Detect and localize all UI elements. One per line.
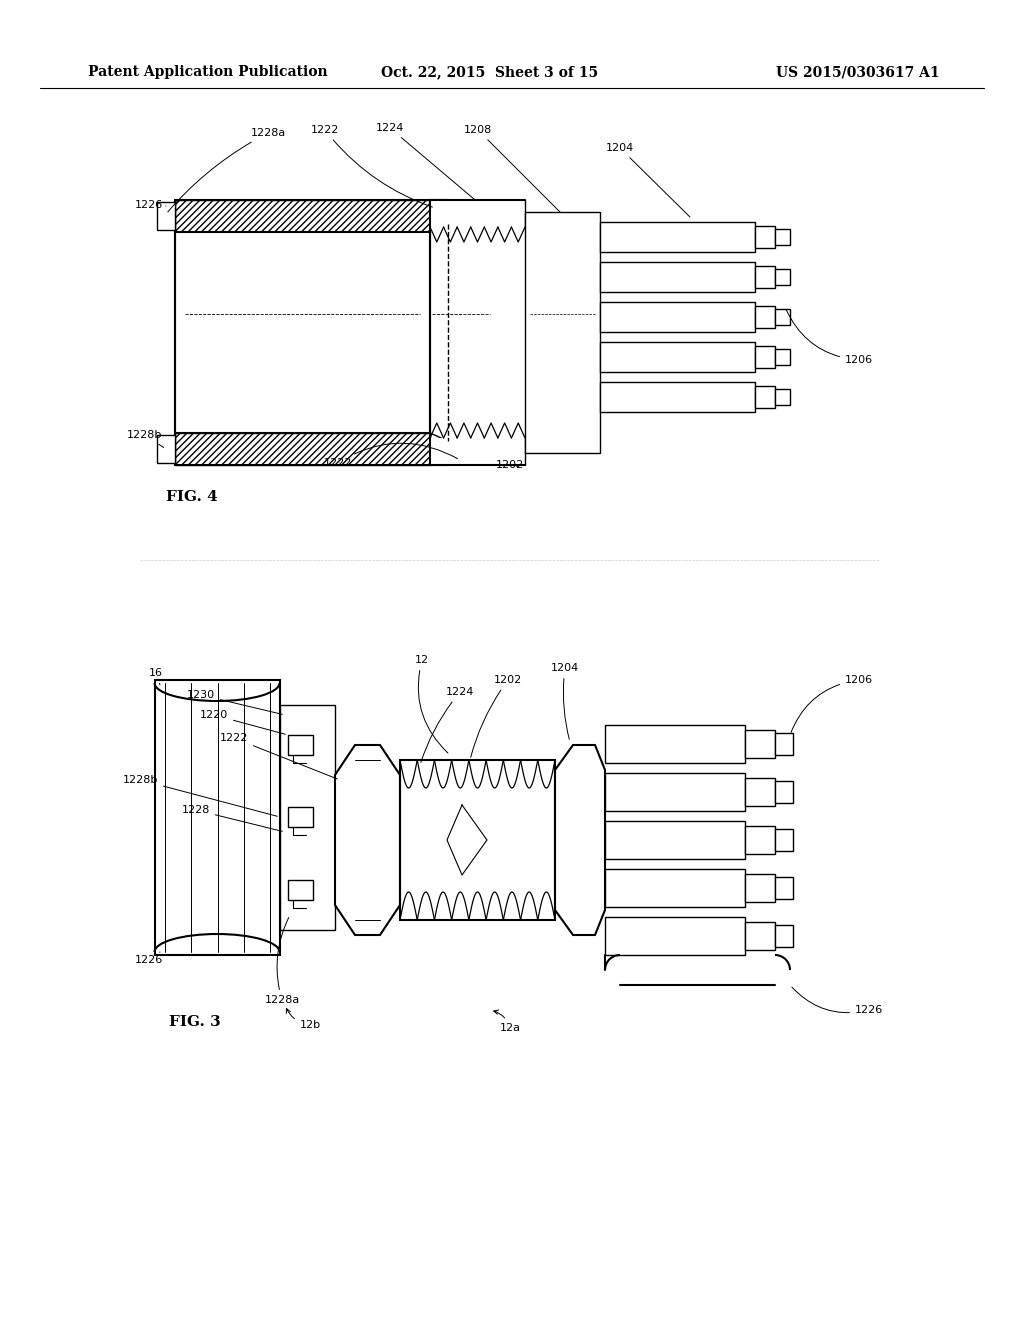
Text: 1228b: 1228b	[123, 775, 278, 816]
Bar	[775, 389, 790, 405]
Text: FIG. 3: FIG. 3	[169, 1015, 221, 1030]
Bar	[157, 202, 175, 230]
Bar	[755, 385, 775, 408]
Text: Patent Application Publication: Patent Application Publication	[88, 65, 328, 79]
Text: US 2015/0303617 A1: US 2015/0303617 A1	[776, 65, 940, 79]
Text: 1202: 1202	[496, 459, 524, 470]
Bar	[430, 201, 525, 227]
Bar	[605, 821, 745, 859]
Text: 1226: 1226	[135, 952, 163, 965]
Text: 1222: 1222	[311, 125, 432, 207]
Text: 12: 12	[415, 655, 447, 754]
Bar	[755, 306, 775, 327]
Bar	[755, 346, 775, 368]
Text: 1224: 1224	[421, 686, 474, 763]
Bar	[175, 201, 430, 232]
Bar	[605, 725, 745, 763]
Bar	[775, 925, 793, 946]
Text: 1222: 1222	[324, 444, 458, 469]
Bar	[175, 433, 430, 465]
Text: 1228a: 1228a	[264, 917, 300, 1005]
Bar	[600, 222, 755, 252]
Text: Oct. 22, 2015  Sheet 3 of 15: Oct. 22, 2015 Sheet 3 of 15	[381, 65, 599, 79]
Text: 1230: 1230	[186, 690, 283, 714]
Bar	[288, 735, 313, 755]
Text: 1204: 1204	[551, 663, 580, 739]
Text: 1208: 1208	[464, 125, 560, 213]
Text: FIG. 4: FIG. 4	[166, 490, 218, 504]
Bar	[775, 348, 790, 366]
Bar	[605, 917, 745, 954]
Bar	[525, 213, 600, 453]
Bar	[605, 774, 745, 810]
Text: 1226: 1226	[792, 987, 884, 1015]
Bar	[175, 201, 430, 465]
Bar	[745, 921, 775, 950]
Text: 1220: 1220	[200, 710, 286, 734]
Bar	[745, 826, 775, 854]
Polygon shape	[335, 744, 400, 935]
Polygon shape	[555, 744, 605, 935]
Bar	[157, 436, 175, 463]
Text: 1226: 1226	[135, 201, 166, 210]
Text: 1206: 1206	[786, 309, 873, 366]
Bar	[755, 267, 775, 288]
Bar	[745, 874, 775, 902]
Bar	[280, 705, 335, 931]
Text: 1228a: 1228a	[168, 128, 286, 213]
Bar	[775, 781, 793, 803]
Text: 1224: 1224	[376, 123, 475, 201]
Text: 16: 16	[150, 668, 163, 685]
Bar	[775, 309, 790, 325]
Bar	[175, 232, 430, 433]
Text: 12a: 12a	[494, 1010, 520, 1034]
Bar	[288, 880, 313, 900]
Bar	[775, 269, 790, 285]
Bar	[288, 807, 313, 828]
Text: 1228: 1228	[181, 805, 283, 832]
Text: 1206: 1206	[791, 675, 873, 733]
Bar	[430, 438, 525, 465]
Text: 12b: 12b	[287, 1008, 321, 1030]
Bar	[600, 302, 755, 333]
Bar	[600, 261, 755, 292]
Bar	[775, 733, 793, 755]
Text: 1228b: 1228b	[127, 430, 164, 447]
Text: 1202: 1202	[471, 675, 522, 758]
Bar	[775, 228, 790, 246]
Bar	[775, 829, 793, 851]
Bar	[155, 680, 280, 954]
Bar	[600, 381, 755, 412]
Bar	[600, 342, 755, 372]
Bar	[755, 226, 775, 248]
Text: 1204: 1204	[606, 143, 690, 216]
Bar	[605, 869, 745, 907]
Bar	[745, 777, 775, 807]
Polygon shape	[430, 201, 525, 232]
Bar	[745, 730, 775, 758]
Text: 1222: 1222	[219, 733, 338, 779]
Bar	[775, 876, 793, 899]
